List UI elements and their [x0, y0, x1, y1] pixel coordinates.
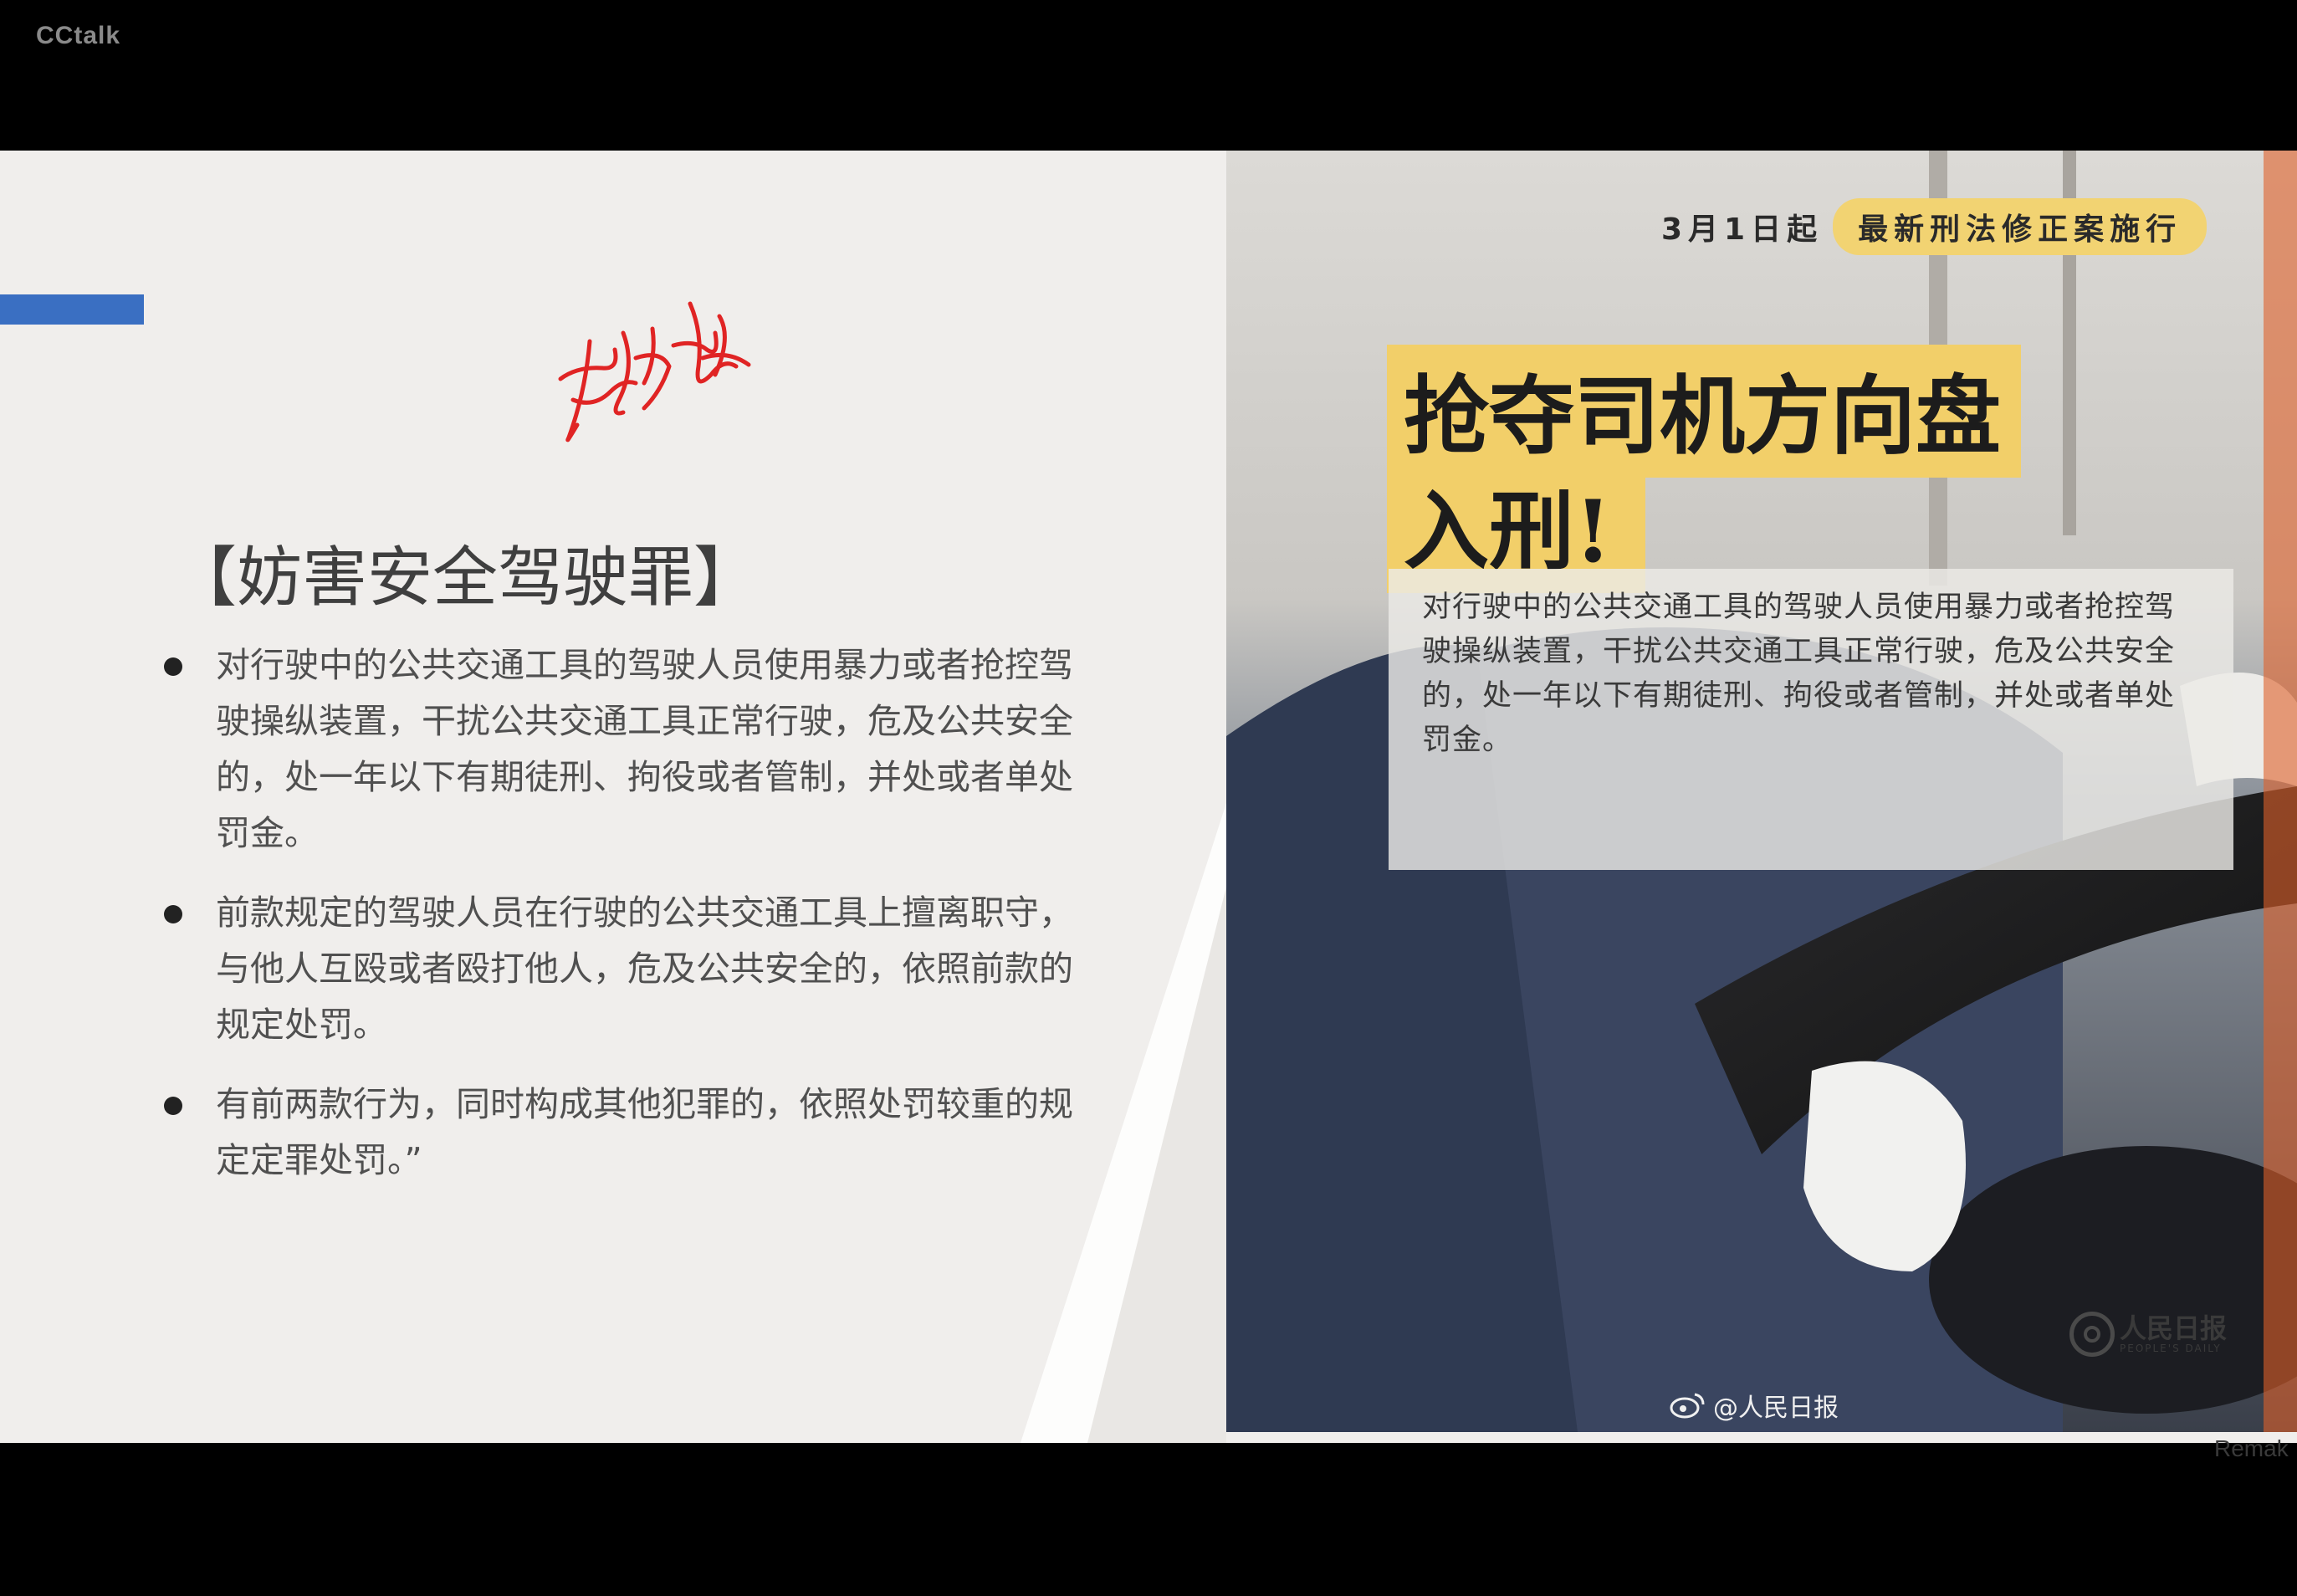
handwritten-annotation [558, 301, 751, 442]
bullet-item: 前款规定的驾驶人员在行驶的公共交通工具上擅离职守，与他人互殴或者殴打他人，危及公… [159, 885, 1079, 1053]
logo-text: 人民日报 [2120, 1312, 2228, 1344]
poster-text-box [1389, 569, 2233, 870]
logo-subtext: PEOPLE'S DAILY [2120, 1343, 2222, 1354]
app-name: CCtalk [36, 22, 121, 49]
bullet-text: 对行驶中的公共交通工具的驾驶人员使用暴力或者抢控驾驶操纵装置，干扰公共交通工具正… [216, 645, 1073, 853]
bullet-text: 有前两款行为，同时构成其他犯罪的，依照处罚较重的规定定罪处罚。” [216, 1084, 1073, 1180]
bullet-item: 对行驶中的公共交通工具的驾驶人员使用暴力或者抢控驾驶操纵装置，干扰公共交通工具正… [159, 637, 1079, 862]
bullet-text: 前款规定的驾驶人员在行驶的公共交通工具上擅离职守，与他人互殴或者殴打他人，危及公… [216, 893, 1073, 1045]
at-symbol-icon [2069, 1312, 2115, 1357]
weibo-icon [1670, 1393, 1705, 1419]
weibo-handle: @人民日报 [1713, 1394, 1839, 1423]
bullet-item: 有前两款行为，同时构成其他犯罪的，依照处罚较重的规定定罪处罚。” [159, 1077, 1079, 1189]
date-badge: 最新刑法修正案施行 [1833, 198, 2207, 255]
date-text: 3月1日起 [1661, 212, 1824, 247]
presentation-slide: 【妨害安全驾驶罪】 对行驶中的公共交通工具的驾驶人员使用暴力或者抢控驾驶操纵装置… [0, 151, 2297, 1443]
slide-title: 【妨害安全驾驶罪】 [171, 540, 760, 616]
slide-diagonal-decoration [1021, 803, 1226, 1443]
weibo-watermark: @人民日报 [1670, 1387, 1839, 1424]
bullet-dot-icon [164, 1097, 182, 1115]
bullet-list: 对行驶中的公共交通工具的驾驶人员使用暴力或者抢控驾驶操纵装置，干扰公共交通工具正… [159, 637, 1079, 1212]
people-daily-logo-icon: 人民日报 PEOPLE'S DAILY [2069, 1312, 2227, 1357]
bullet-dot-icon [164, 905, 182, 923]
news-poster-image: 3月1日起 最新刑法修正案施行 抢夺司机方向盘 入刑! 对行驶中的公共交通工具的… [1226, 151, 2297, 1432]
date-banner: 3月1日起 最新刑法修正案施行 [1661, 198, 2207, 255]
accent-bar [0, 294, 144, 325]
remark-label: Remak [2214, 1435, 2289, 1461]
poster-headline-1: 抢夺司机方向盘 [1387, 345, 2021, 478]
poster-body-text: 对行驶中的公共交通工具的驾驶人员使用暴力或者抢控驾驶操纵装置，干扰公共交通工具正… [1422, 591, 2176, 757]
bullet-dot-icon [164, 657, 182, 676]
